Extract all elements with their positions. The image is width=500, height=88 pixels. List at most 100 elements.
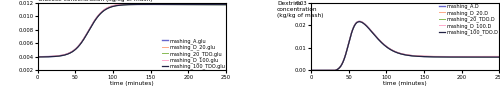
mashing_D_20.glu: [83, 34, 89, 36]
mashing_D_20.glu: [146, 3, 152, 4]
mashing_D_100.D: [450, 56, 456, 57]
mashing_D_20.D: [496, 56, 500, 57]
mashing_20_TDO.D: [450, 56, 456, 58]
mashing_D_100.glu: [68, 51, 74, 53]
Line: mashing_A.glu: mashing_A.glu: [38, 4, 226, 57]
mashing_100_TDO.glu: [223, 4, 229, 5]
Line: mashing_A.D: mashing_A.D: [311, 21, 500, 70]
mashing_A.glu: [146, 4, 152, 5]
Legend: mashing_A.glu, mashing_D_20.glu, mashing_20_TDO.glu, mashing_D_100.glu, mashing_: mashing_A.glu, mashing_D_20.glu, mashing…: [162, 38, 225, 69]
mashing_D_20.D: [356, 21, 362, 22]
mashing_D_100.glu: [120, 4, 126, 5]
mashing_A.D: [434, 56, 440, 57]
mashing_D_100.glu: [34, 56, 40, 57]
mashing_A.glu: [83, 35, 89, 36]
Line: mashing_D_100.D: mashing_D_100.D: [311, 21, 500, 70]
mashing_D_100.D: [394, 52, 400, 53]
Line: mashing_D_20.glu: mashing_D_20.glu: [38, 3, 226, 57]
mashing_100_TDO.glu: [146, 4, 152, 5]
mashing_A.D: [308, 70, 314, 71]
mashing_D_100.D: [496, 56, 500, 57]
mashing_20_TDO.glu: [223, 4, 229, 5]
mashing_100_TDO.D: [332, 70, 338, 71]
mashing_D_100.D: [356, 21, 362, 22]
mashing_100_TDO.glu: [177, 4, 183, 5]
mashing_A.D: [450, 56, 456, 57]
mashing_D_20.glu: [34, 56, 40, 57]
mashing_A.glu: [160, 3, 166, 4]
mashing_20_TDO.glu: [146, 4, 152, 5]
Line: mashing_100_TDO.D: mashing_100_TDO.D: [311, 22, 500, 70]
mashing_D_20.D: [434, 56, 440, 57]
mashing_D_100.D: [308, 70, 314, 71]
mashing_20_TDO.glu: [120, 4, 126, 5]
mashing_20_TDO.D: [332, 70, 338, 71]
mashing_100_TDO.D: [420, 56, 426, 57]
mashing_D_20.D: [394, 52, 400, 53]
mashing_100_TDO.glu: [144, 4, 150, 5]
Line: mashing_20_TDO.D: mashing_20_TDO.D: [311, 21, 500, 70]
mashing_100_TDO.D: [342, 57, 347, 58]
Line: mashing_D_20.D: mashing_D_20.D: [311, 21, 500, 70]
mashing_20_TDO.D: [420, 56, 426, 57]
mashing_20_TDO.glu: [142, 4, 148, 5]
mashing_D_100.D: [420, 56, 426, 57]
mashing_D_100.glu: [223, 3, 229, 4]
mashing_A.D: [356, 21, 362, 22]
mashing_100_TDO.D: [496, 57, 500, 58]
mashing_D_100.D: [356, 21, 362, 22]
mashing_D_100.glu: [160, 3, 166, 4]
mashing_D_20.glu: [223, 2, 229, 4]
mashing_A.glu: [68, 52, 74, 53]
mashing_100_TDO.glu: [120, 4, 126, 5]
mashing_20_TDO.glu: [177, 4, 183, 5]
mashing_A.D: [394, 52, 400, 53]
mashing_D_20.D: [342, 58, 347, 59]
mashing_100_TDO.glu: [160, 4, 166, 5]
mashing_100_TDO.D: [394, 52, 400, 53]
mashing_100_TDO.glu: [34, 56, 40, 57]
mashing_A.glu: [223, 3, 229, 4]
Text: Dextrins
concentration
(kg/kg of mash): Dextrins concentration (kg/kg of mash): [277, 1, 324, 18]
mashing_A.D: [420, 56, 426, 57]
mashing_20_TDO.D: [434, 56, 440, 57]
mashing_100_TDO.D: [356, 21, 362, 22]
X-axis label: time (minutes): time (minutes): [384, 81, 427, 86]
mashing_100_TDO.D: [308, 70, 314, 71]
mashing_D_20.D: [450, 56, 456, 57]
Line: mashing_D_100.glu: mashing_D_100.glu: [38, 3, 226, 57]
mashing_D_100.D: [434, 56, 440, 57]
mashing_A.glu: [176, 3, 182, 4]
mashing_20_TDO.glu: [160, 4, 166, 5]
mashing_20_TDO.D: [496, 57, 500, 58]
mashing_20_TDO.D: [394, 52, 400, 53]
mashing_A.D: [356, 21, 362, 22]
mashing_D_20.D: [308, 70, 314, 71]
mashing_D_20.glu: [176, 3, 182, 4]
mashing_A.D: [342, 58, 347, 59]
mashing_D_20.glu: [68, 52, 74, 53]
Legend: mashing_A.D, mashing_D_20.D, mashing_20_TDO.D, mashing_D_100.D, mashing_100_TDO.: mashing_A.D, mashing_D_20.D, mashing_20_…: [439, 4, 498, 35]
Line: mashing_20_TDO.glu: mashing_20_TDO.glu: [38, 4, 226, 57]
Text: Glucose concentration (kg/kg of mash): Glucose concentration (kg/kg of mash): [38, 0, 152, 2]
mashing_A.glu: [120, 4, 126, 5]
X-axis label: time (minutes): time (minutes): [110, 81, 154, 86]
mashing_D_20.D: [420, 56, 426, 57]
mashing_20_TDO.glu: [83, 35, 89, 36]
mashing_A.D: [496, 56, 500, 57]
Line: mashing_100_TDO.glu: mashing_100_TDO.glu: [38, 4, 226, 57]
mashing_20_TDO.glu: [34, 56, 40, 57]
mashing_20_TDO.D: [342, 57, 347, 58]
mashing_20_TDO.D: [357, 21, 363, 22]
mashing_A.glu: [34, 56, 40, 57]
mashing_20_TDO.D: [356, 21, 362, 22]
mashing_20_TDO.glu: [68, 52, 74, 53]
mashing_D_100.glu: [146, 3, 152, 4]
mashing_D_20.D: [356, 21, 362, 22]
mashing_100_TDO.D: [450, 56, 456, 58]
mashing_D_100.glu: [83, 34, 89, 35]
mashing_D_20.glu: [160, 3, 166, 4]
mashing_100_TDO.glu: [68, 52, 74, 53]
mashing_100_TDO.D: [434, 56, 440, 57]
mashing_D_100.glu: [176, 3, 182, 4]
